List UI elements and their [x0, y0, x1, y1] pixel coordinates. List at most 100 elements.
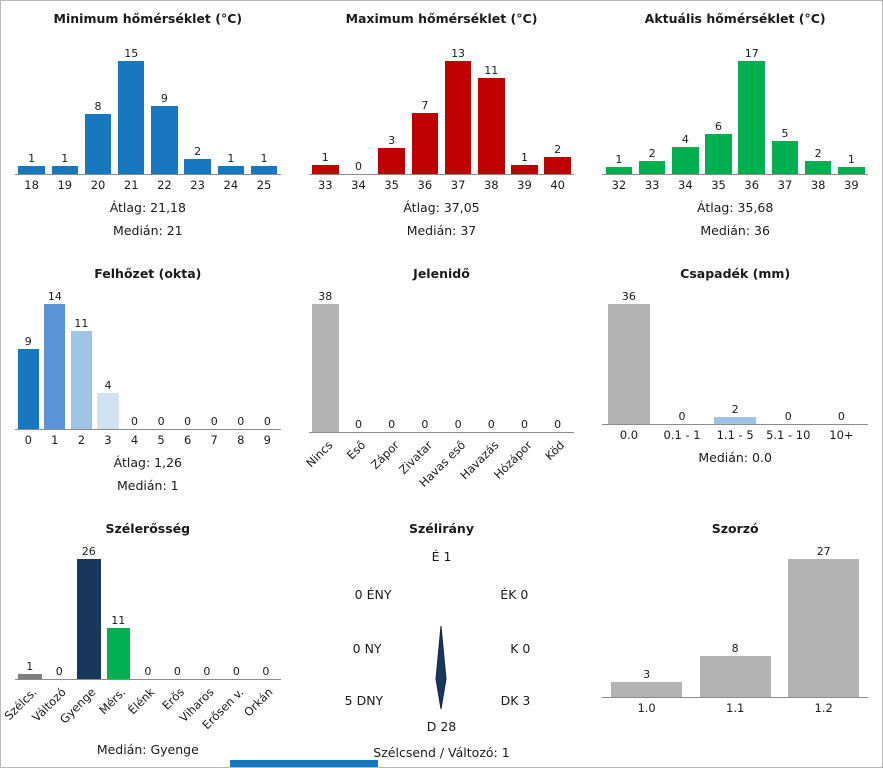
- compass-calm-note: Szélcsend / Változó: 1: [373, 745, 510, 760]
- x-tick-label: 5.1 - 10: [766, 428, 811, 442]
- bar-slot: 1: [214, 45, 247, 174]
- bar-value-label: 13: [451, 47, 466, 60]
- bars-area: 3 8 27: [602, 543, 868, 697]
- x-tick-label: 5: [157, 433, 165, 447]
- bar-value-label: 26: [81, 545, 96, 558]
- bar: [477, 78, 505, 174]
- bar-value-label: 38: [318, 290, 333, 303]
- bar-value-label: 17: [744, 47, 759, 60]
- x-tick-label: 35: [711, 178, 726, 192]
- bar-value-label: 0: [487, 418, 495, 431]
- bar-slot: 26: [74, 543, 104, 679]
- bar-slot: 5: [768, 45, 801, 174]
- x-tick-label: 2: [77, 433, 86, 447]
- bar-value-label: 0: [784, 410, 792, 423]
- bar: [511, 165, 538, 174]
- chart-stat: Átlag: 35,68: [697, 200, 774, 215]
- chart-current-temperature: Aktuális hőmérséklet (°C) 1 2 4 6 17 5 2 1 32 33 3…: [588, 1, 882, 256]
- bar-slot: 0: [375, 288, 408, 432]
- x-tick-label: 35: [384, 178, 399, 192]
- bar: [17, 349, 39, 429]
- bars-area: 1 2 4 6 17 5 2 1: [602, 45, 868, 174]
- x-tick-labels: 1.0 1.1 1.2: [602, 698, 868, 715]
- bar-value-label: 2: [731, 403, 739, 416]
- x-tick-label: 34: [351, 178, 366, 192]
- bar-slot: 4: [669, 45, 702, 174]
- bar: [605, 167, 633, 174]
- bar-slot: 9: [148, 45, 181, 174]
- bar-value-label: 7: [421, 99, 429, 112]
- bar: [699, 656, 771, 697]
- bar-value-label: 3: [388, 134, 396, 147]
- bar-slot: 38: [309, 288, 342, 432]
- x-tick-label: 1.0: [637, 701, 656, 715]
- chart-min-temperature-plot: 1 1 8 15 9 2 1 1 18 19 20 21 22 23 24 25 Átlag: 21,18 Med…: [1, 45, 295, 238]
- bar-value-label: 3: [643, 668, 651, 681]
- x-tick-label: 36: [744, 178, 760, 192]
- bar: [106, 628, 131, 679]
- bar-value-label: 0: [144, 665, 152, 678]
- bar-slot: 0: [762, 288, 815, 424]
- chart-title: Szorzó: [711, 521, 759, 536]
- x-tick-label: 38: [483, 178, 499, 192]
- bar-slot: 0: [192, 543, 222, 679]
- x-tick-label: Köd: [542, 438, 568, 463]
- bar: [638, 161, 666, 174]
- x-tick-label: 18: [24, 178, 39, 192]
- bar: [84, 114, 112, 174]
- x-tick-labels: 33 34 35 36 37 38 39 40: [309, 175, 575, 192]
- bar-slot: 2: [709, 288, 762, 424]
- x-axis: [15, 174, 281, 175]
- bar-slot: 2: [181, 45, 214, 174]
- x-tick-label: Mérs.: [96, 685, 129, 718]
- x-tick-label: 8: [237, 433, 245, 447]
- bar-slot: 0: [148, 288, 175, 429]
- x-tick-label: 23: [190, 178, 205, 192]
- bar-value-label: 0: [354, 160, 362, 173]
- x-tick-label: 21: [123, 178, 139, 192]
- bar-value-label: 1: [61, 152, 69, 165]
- bar-value-label: 0: [203, 665, 211, 678]
- bar-slot: 0: [408, 288, 441, 432]
- chart-stat: Átlag: 37,05: [403, 200, 480, 215]
- bar-value-label: 1: [260, 152, 268, 165]
- chart-title: Jelenidő: [413, 266, 470, 281]
- x-tick-label: 34: [678, 178, 693, 192]
- bar-slot: 11: [104, 543, 134, 679]
- x-tick-labels: 18 19 20 21 22 23 24 25: [15, 175, 281, 192]
- bars-area: 38 0 0 0 0 0 0 0: [309, 288, 575, 432]
- bars-area: 9 14 11 4 0 0 0 0 0 0: [15, 288, 281, 429]
- x-tick-labels: 0 1 2 3 4 5 6 7 8 9: [15, 430, 281, 447]
- chart-stat: Átlag: 1,26: [113, 455, 182, 470]
- x-tick-label: 37: [450, 178, 466, 192]
- chart-stat: Medián: 36: [700, 223, 770, 238]
- bar: [311, 165, 339, 174]
- bar-slot: 1: [15, 45, 48, 174]
- bar: [51, 166, 79, 174]
- bottom-blue-strip: [230, 760, 378, 767]
- chart-multiplier-plot: 3 8 27 1.0 1.1 1.2: [588, 543, 882, 715]
- x-tick-label: 32: [611, 178, 627, 192]
- bar: [378, 148, 405, 174]
- bar-value-label: 9: [24, 335, 32, 348]
- x-tick-label: 36: [417, 178, 433, 192]
- bar-slot: 2: [636, 45, 669, 174]
- bar-slot: 1: [602, 45, 635, 174]
- chart-cloud-cover: Felhőzet (okta) 9 14 11 4 0 0 0 0 0 0 0 1 2 3 4 5 6 7 8 9 Át…: [1, 256, 295, 511]
- bar-value-label: 0: [520, 418, 528, 431]
- chart-precipitation: Csapadék (mm) 36 0 2 0 0 0.0 0.1 - 1 1.1 - 5 5.1…: [588, 256, 882, 511]
- bar-slot: 1: [48, 45, 81, 174]
- x-tick-label: 38: [810, 178, 826, 192]
- x-tick-label: 7: [210, 433, 218, 447]
- bar-slot: 9: [15, 288, 42, 429]
- bar: [788, 559, 860, 697]
- bar-slot: 0: [121, 288, 148, 429]
- bars-area: 1 0 3 7 13 11 1 2: [309, 45, 575, 174]
- x-tick-label: 0.1 - 1: [663, 428, 701, 442]
- bar-slot: 0: [508, 288, 541, 432]
- chart-wind-strength-plot: 1 0 26 11 0 0 0 0 0 Szélcs. Változó Gyenge Mérs. Élén…: [1, 543, 295, 757]
- bar-slot: 13: [441, 45, 474, 174]
- x-tick-label: 0.0: [619, 428, 639, 442]
- x-tick-label: 1.2: [814, 701, 833, 715]
- x-tick-labels: 0.0 0.1 - 1 1.1 - 5 5.1 - 10 10+: [602, 425, 868, 442]
